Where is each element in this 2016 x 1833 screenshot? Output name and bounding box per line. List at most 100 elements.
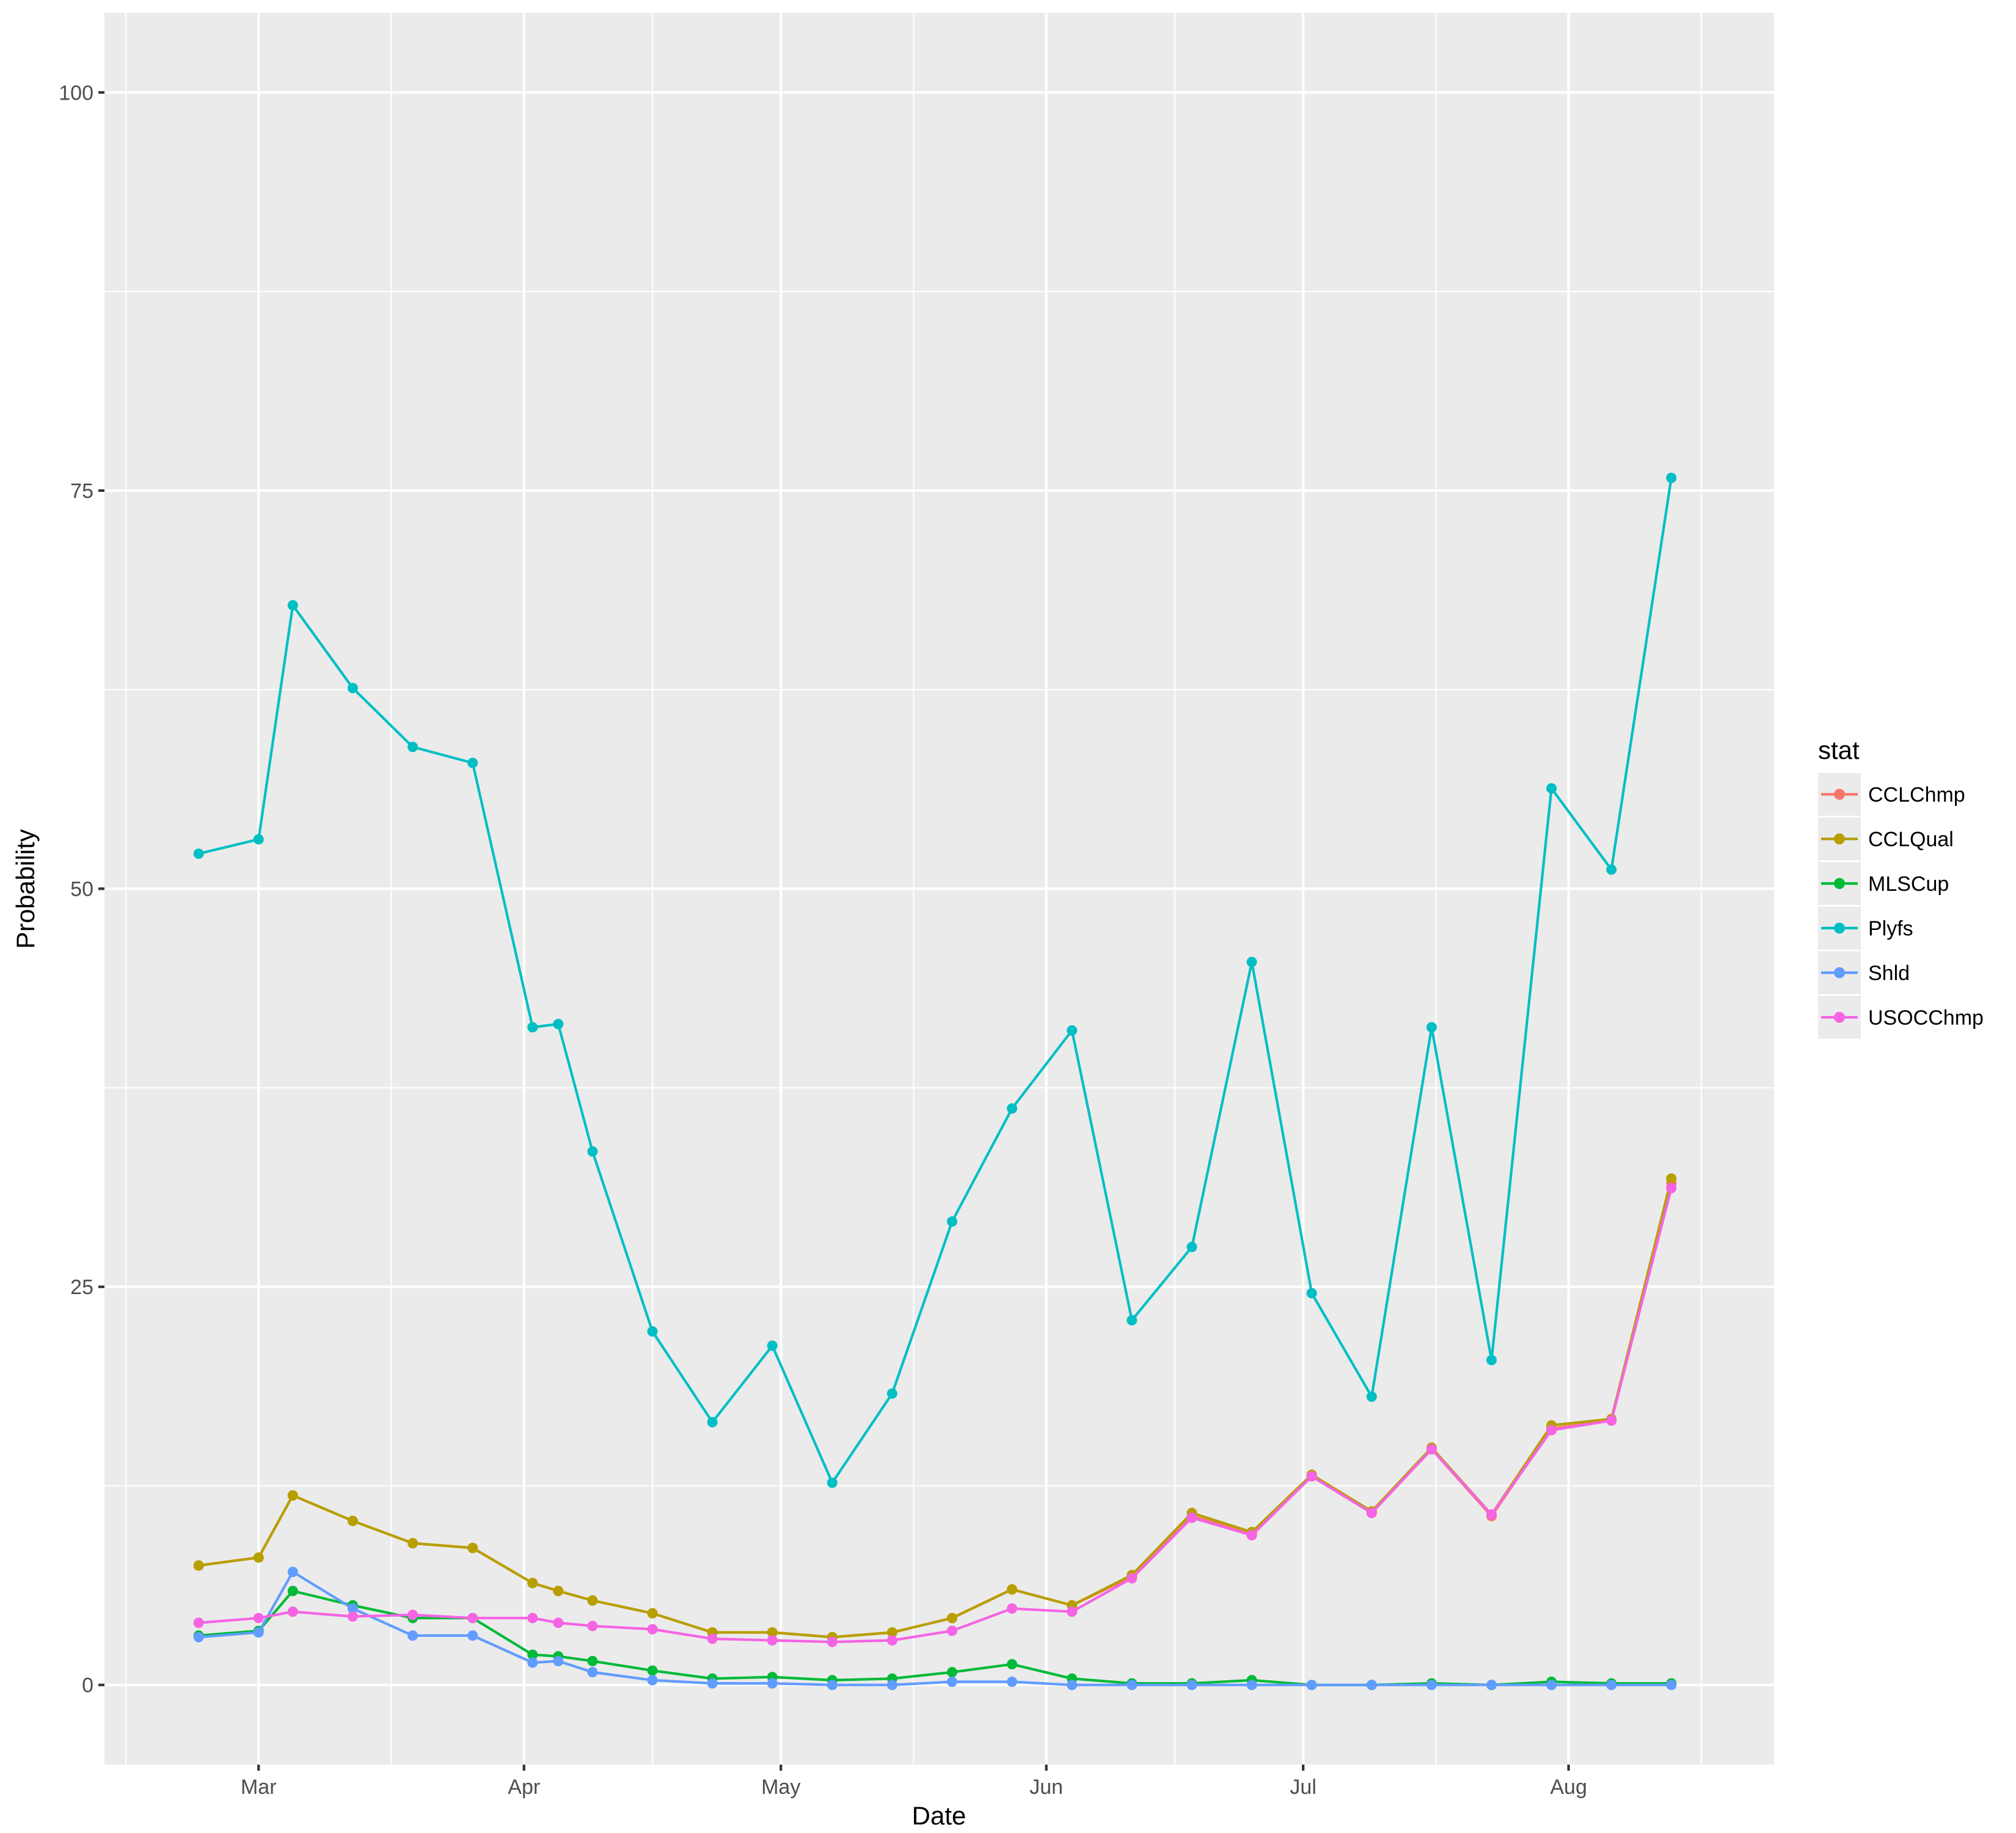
x-tick-label: Apr bbox=[508, 1776, 540, 1799]
data-point bbox=[1426, 1444, 1437, 1455]
data-point bbox=[827, 1477, 838, 1488]
data-point bbox=[587, 1146, 598, 1157]
data-point bbox=[1007, 1584, 1018, 1595]
data-point bbox=[827, 1680, 838, 1691]
data-point bbox=[1127, 1680, 1138, 1691]
x-axis-title: Date bbox=[912, 1801, 966, 1830]
data-point bbox=[553, 1617, 564, 1628]
data-point bbox=[287, 1567, 298, 1578]
x-tick-label: May bbox=[761, 1776, 800, 1799]
y-tick-label: 50 bbox=[70, 878, 93, 901]
legend-key-point bbox=[1834, 967, 1845, 978]
data-point bbox=[1246, 1680, 1257, 1691]
gridlines bbox=[104, 13, 1774, 1765]
data-point bbox=[947, 1677, 957, 1687]
data-point bbox=[827, 1636, 838, 1647]
data-point bbox=[1426, 1680, 1437, 1691]
data-point bbox=[1127, 1573, 1138, 1584]
data-point bbox=[193, 1632, 204, 1642]
series-shld bbox=[193, 1567, 1677, 1691]
data-point bbox=[467, 1630, 478, 1641]
data-point bbox=[347, 1603, 358, 1614]
data-point bbox=[407, 1609, 418, 1620]
data-point bbox=[1426, 1022, 1437, 1033]
data-point bbox=[1666, 1680, 1677, 1691]
data-point bbox=[587, 1656, 598, 1667]
legend-item-mlscup: MLSCup bbox=[1818, 862, 1949, 905]
data-point bbox=[1606, 864, 1617, 875]
data-point bbox=[527, 1657, 538, 1668]
y-tick-label: 75 bbox=[70, 480, 93, 503]
data-point bbox=[1186, 1242, 1197, 1253]
data-point bbox=[947, 1612, 957, 1623]
legend-item-usocchmp: USOCChmp bbox=[1818, 996, 1984, 1039]
data-point bbox=[1486, 1509, 1497, 1520]
data-point bbox=[647, 1326, 658, 1337]
legend-item-plyfs: Plyfs bbox=[1818, 907, 1913, 949]
data-point bbox=[287, 1490, 298, 1501]
legend-label: CCLQual bbox=[1868, 828, 1954, 851]
data-point bbox=[287, 600, 298, 611]
data-point bbox=[1486, 1355, 1497, 1366]
data-point bbox=[947, 1216, 957, 1227]
data-point bbox=[1366, 1680, 1377, 1691]
data-point bbox=[347, 1515, 358, 1526]
data-point bbox=[1666, 472, 1677, 483]
legend-key-point bbox=[1834, 789, 1845, 800]
x-tick-label: Jul bbox=[1290, 1776, 1316, 1799]
data-point bbox=[767, 1341, 778, 1351]
data-point bbox=[527, 1612, 538, 1623]
legend-key-point bbox=[1834, 878, 1845, 889]
legend-title: stat bbox=[1818, 736, 1860, 764]
data-point bbox=[647, 1675, 658, 1686]
data-point bbox=[1546, 783, 1557, 794]
data-point bbox=[253, 1552, 264, 1563]
data-point bbox=[1546, 1680, 1557, 1691]
data-point bbox=[527, 1578, 538, 1589]
series-plyfs bbox=[193, 472, 1677, 1488]
data-point bbox=[527, 1022, 538, 1033]
series-layer bbox=[193, 472, 1677, 1691]
y-tick-label: 100 bbox=[59, 81, 93, 104]
legend-label: Plyfs bbox=[1868, 917, 1913, 940]
data-point bbox=[1127, 1315, 1138, 1326]
data-point bbox=[1067, 1025, 1078, 1036]
data-point bbox=[1007, 1659, 1018, 1670]
data-point bbox=[1067, 1680, 1078, 1691]
data-point bbox=[1666, 1183, 1677, 1193]
data-point bbox=[1186, 1512, 1197, 1523]
data-point bbox=[553, 1656, 564, 1667]
legend: stat CCLChmp CCLQual MLSCup Plyfs Shld USOCCh… bbox=[1818, 736, 1984, 1039]
legend-label: MLSCup bbox=[1868, 873, 1949, 896]
data-point bbox=[587, 1620, 598, 1631]
legend-item-cclchmp: CCLChmp bbox=[1818, 773, 1965, 816]
data-point bbox=[707, 1417, 718, 1428]
data-point bbox=[1246, 956, 1257, 967]
data-point bbox=[587, 1595, 598, 1606]
data-point bbox=[1067, 1606, 1078, 1617]
legend-label: CCLChmp bbox=[1868, 783, 1965, 807]
data-point bbox=[1606, 1680, 1617, 1691]
data-point bbox=[647, 1608, 658, 1619]
data-point bbox=[253, 1627, 264, 1638]
data-point bbox=[1366, 1391, 1377, 1402]
series-usocchmp bbox=[193, 1183, 1677, 1647]
legend-item-cclqual: CCLQual bbox=[1818, 818, 1954, 860]
data-point bbox=[1007, 1603, 1018, 1614]
data-point bbox=[407, 1538, 418, 1549]
data-point bbox=[253, 1612, 264, 1623]
data-point bbox=[1246, 1530, 1257, 1541]
data-point bbox=[767, 1635, 778, 1646]
data-point bbox=[407, 742, 418, 752]
data-point bbox=[767, 1627, 778, 1638]
data-point bbox=[467, 1543, 478, 1553]
data-point bbox=[407, 1630, 418, 1641]
data-point bbox=[553, 1586, 564, 1597]
data-point bbox=[467, 758, 478, 769]
legend-key-point bbox=[1834, 1012, 1845, 1023]
x-tick-label: Jun bbox=[1029, 1776, 1063, 1799]
data-point bbox=[886, 1680, 897, 1691]
y-tick-label: 0 bbox=[82, 1674, 93, 1697]
data-point bbox=[886, 1388, 897, 1399]
